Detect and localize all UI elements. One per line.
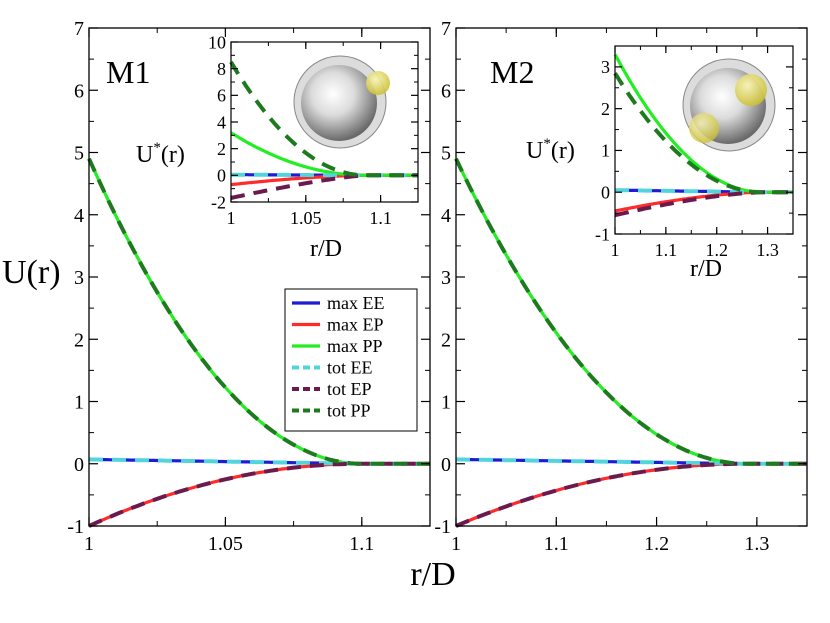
m2-ytick-label: 1 [441, 392, 451, 414]
m1-xtick-label: 1 [84, 533, 94, 555]
m2-series-max-ep [455, 462, 807, 528]
inset-m2-xtick-label: 1 [611, 240, 620, 260]
m2-ytick-label: 4 [441, 205, 451, 227]
inset-m1-ytick-label: 0 [217, 166, 226, 186]
inset-m2-ylabel: U*(r) [526, 136, 575, 164]
inset-m1-ylabel-arg: (r) [161, 142, 185, 168]
inset-m2-xlabel: r/D [690, 256, 722, 282]
inset-m1-ytick-label: 2 [217, 139, 226, 159]
m1-ytick-label: 1 [74, 392, 84, 414]
m2-xtick-label: 1.2 [644, 533, 669, 555]
inset-m1-xtick-label: 1.1 [369, 208, 392, 228]
m2-ytick-label: 7 [441, 18, 451, 40]
inset-m2-ylabel-arg: (r) [551, 138, 575, 164]
inset-m1-xtick-label: 1 [227, 208, 236, 228]
m2-xtick-label: 1.3 [744, 533, 769, 555]
inset-m2: -1 0 1 2 3 1 1.1 1.2 1.3 U*(r) r/D [526, 45, 794, 282]
inset-m2-ytick-label: 1 [601, 141, 610, 161]
inset-m1-ytick-label: -2 [211, 192, 226, 212]
m2-ytick-label: 0 [441, 454, 451, 476]
inset-m1-series-max-pp [230, 131, 418, 177]
m2-xtick-label: 1 [451, 533, 461, 555]
sphere-m2-icon [682, 58, 776, 152]
panel-m2: -1 0 1 2 3 4 5 6 7 1 1.1 1.2 1.3 M2 -1 0 1 2 3 1 1.1 1.2 1.3… [434, 18, 808, 555]
m1-series-tot-pp [87, 157, 430, 466]
inset-m2-series-tot-ep [614, 190, 793, 218]
m1-ytick-label: 7 [74, 18, 84, 40]
inset-m2-ytick-label: 0 [601, 183, 610, 203]
m1-ytick-label: 2 [74, 329, 84, 351]
panel-m2-label: M2 [490, 54, 534, 90]
legend-label: max EE [327, 293, 384, 313]
m1-ytick-label: 4 [74, 205, 84, 227]
inset-m2-xtick-label: 1.2 [705, 240, 728, 260]
inset-m1-ytick-label: 10 [208, 32, 226, 52]
m2-ytick-label: -1 [434, 516, 451, 538]
legend-label: tot PP [327, 401, 371, 421]
legend-label: max PP [327, 336, 383, 356]
m2-ytick-label: 3 [441, 267, 451, 289]
m1-ytick-label: 5 [74, 143, 84, 165]
figure-ylabel: U(r) [2, 254, 61, 291]
m2-xtick-label: 1.1 [544, 533, 569, 555]
inset-m2-ytick-label: 3 [601, 57, 610, 77]
panel-m1: -1 0 1 2 3 4 5 6 7 1 1.05 1.1 M1 -2 0 2 4 6 8 10 1 1.05 1.1 … [67, 18, 431, 555]
m1-ytick-label: 6 [74, 80, 84, 102]
figure-xlabel: r/D [410, 556, 455, 593]
inset-m1-series-tot-ep [230, 173, 418, 200]
inset-m1-series-tot-ee [231, 172, 418, 178]
inset-m1-ytick-label: 4 [217, 112, 226, 132]
inset-m1-ylabel: U*(r) [136, 140, 185, 168]
m2-series-tot-ee [455, 457, 807, 466]
m1-ytick-label: 0 [74, 454, 84, 476]
inset-m2-ytick-label: 2 [601, 99, 610, 119]
legend-label: tot EP [327, 379, 372, 399]
sphere-m1-icon [293, 55, 390, 149]
legend-label: max EP [327, 315, 384, 335]
inset-m2-frame [614, 45, 794, 235]
inset-m1-xlabel: r/D [310, 236, 342, 262]
legend-label: tot EE [327, 358, 373, 378]
inset-m1-xtick-label: 1.05 [290, 208, 322, 228]
m2-ytick-label: 5 [441, 143, 451, 165]
inset-m1-ytick-label: 8 [217, 59, 226, 79]
inset-m2-series-tot-pp [613, 72, 793, 195]
m1-ytick-label: 3 [74, 267, 84, 289]
m1-series-max-ep [88, 462, 430, 528]
inset-m2-xtick-label: 1.3 [756, 240, 779, 260]
inset-m2-ytick-label: -1 [595, 224, 610, 244]
inset-m1-series-tot-pp [229, 60, 418, 178]
m2-series-tot-pp [454, 157, 807, 466]
panel-m1-label: M1 [106, 54, 150, 90]
m1-xtick-label: 1.05 [208, 533, 243, 555]
inset-m1: -2 0 2 4 6 8 10 1 1.05 1.1 U*(r) r/D [136, 32, 419, 262]
m2-ytick-label: 2 [441, 329, 451, 351]
m1-ytick-label: -1 [67, 516, 84, 538]
m1-xtick-label: 1.1 [349, 533, 374, 555]
inset-m2-xtick-label: 1.1 [655, 240, 678, 260]
m2-ytick-label: 6 [441, 80, 451, 102]
inset-m1-ytick-label: 6 [217, 86, 226, 106]
